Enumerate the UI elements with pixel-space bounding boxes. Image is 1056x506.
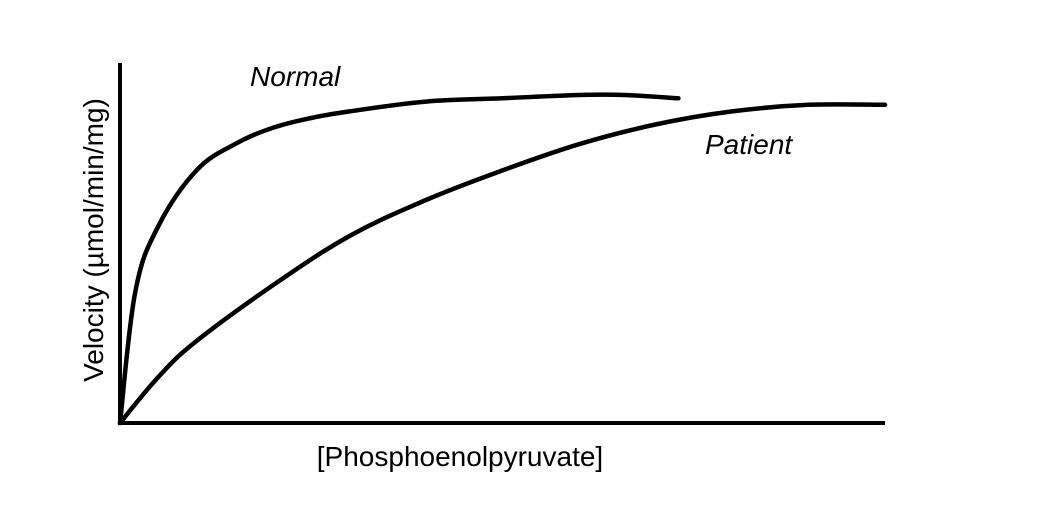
series-group — [117, 92, 888, 426]
axes — [118, 63, 885, 425]
series-label-normal: Normal — [250, 61, 341, 92]
series-line-patient — [117, 102, 888, 426]
series-line-normal — [117, 92, 681, 426]
y-axis-label: Velocity (µmol/min/mg) — [78, 98, 109, 382]
x-axis-label: [Phosphoenolpyruvate] — [317, 441, 603, 472]
series-label-patient: Patient — [705, 129, 793, 160]
